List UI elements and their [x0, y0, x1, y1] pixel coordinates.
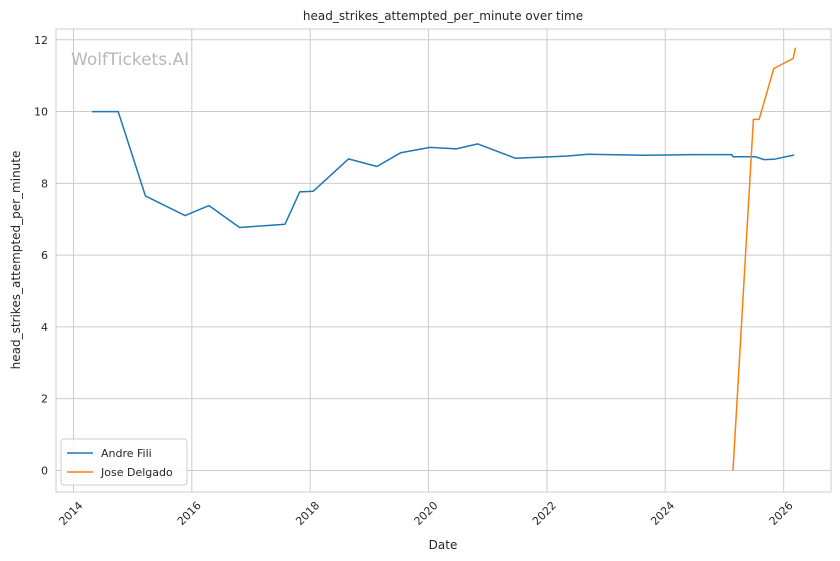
x-tick-label: 2014	[57, 499, 86, 528]
legend: Andre Fili Jose Delgado	[60, 438, 188, 486]
y-tick-label: 8	[41, 177, 48, 190]
x-tick-label: 2022	[530, 499, 559, 528]
x-tick-label: 2026	[767, 499, 796, 528]
y-tick-label: 2	[41, 393, 48, 406]
watermark-text: WolfTickets.AI	[71, 50, 189, 70]
y-tick-label: 12	[34, 34, 48, 47]
plot-area	[56, 29, 831, 492]
x-tick-label: 2016	[175, 499, 204, 528]
x-tick-label: 2018	[293, 499, 322, 528]
y-tick-label: 10	[34, 106, 48, 119]
y-tick-label: 0	[41, 464, 48, 477]
legend-label-jose-delgado: Jose Delgado	[100, 466, 173, 479]
y-axis-label: head_strikes_attempted_per_minute	[9, 151, 23, 370]
grid-lines	[56, 29, 831, 492]
y-tick-labels: 0 2 4 6 8 10 12	[34, 34, 48, 478]
plot-frame	[55, 28, 832, 493]
legend-label-andre-fili: Andre Fili	[101, 447, 152, 460]
x-axis-label: Date	[429, 538, 458, 552]
legend-box	[60, 438, 188, 486]
x-tick-label: 2020	[412, 499, 441, 528]
series-line-andre-fili	[92, 110, 795, 229]
y-tick-label: 6	[41, 249, 48, 262]
x-tick-label: 2024	[648, 499, 677, 528]
y-tick-label: 4	[41, 321, 48, 334]
chart-title: head_strikes_attempted_per_minute over t…	[303, 9, 583, 23]
x-tick-labels: 2014 2016 2018 2020 2022 2024 2026	[57, 499, 796, 528]
series-line-jose-delgado	[732, 47, 797, 471]
series-layer	[92, 47, 797, 471]
